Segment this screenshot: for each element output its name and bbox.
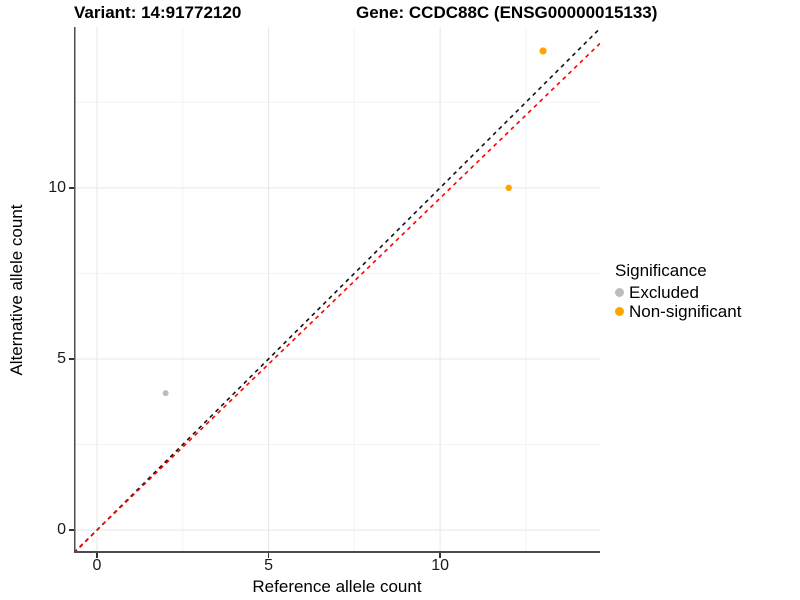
x-tick-label: 5 [264, 557, 273, 574]
legend-title: Significance [615, 261, 707, 280]
x-tick-mark [439, 553, 441, 558]
x-tick-label: 0 [92, 557, 102, 574]
scatter-canvas [74, 27, 600, 553]
y-tick-mark [69, 358, 74, 360]
excluded-dot-icon [615, 288, 624, 297]
legend: Significance Excluded Non-significant [615, 261, 742, 321]
y-tick-label: 0 [57, 521, 66, 539]
y-tick-label: 10 [48, 178, 66, 196]
legend-item-non-significant: Non-significant [615, 301, 742, 321]
x-tick-label: 10 [431, 557, 449, 574]
y-tick-mark [69, 187, 74, 189]
x-axis-title: Reference allele count [252, 577, 422, 596]
variant-title: Variant: 14:91772120 [74, 3, 242, 22]
non-significant-dot-icon [615, 307, 624, 316]
legend-item-excluded: Excluded [615, 282, 741, 302]
y-tick-mark [69, 529, 74, 531]
gene-title: Gene: CCDC88C (ENSG00000015133) [356, 3, 658, 22]
legend-item-label: Excluded [629, 282, 699, 302]
legend-item-label: Non-significant [629, 301, 742, 321]
x-tick-mark [96, 553, 98, 558]
plot-panel [74, 27, 600, 553]
y-tick-label: 5 [57, 349, 66, 367]
x-tick-mark [267, 553, 270, 558]
y-axis-title: Alternative allele count [7, 204, 26, 376]
